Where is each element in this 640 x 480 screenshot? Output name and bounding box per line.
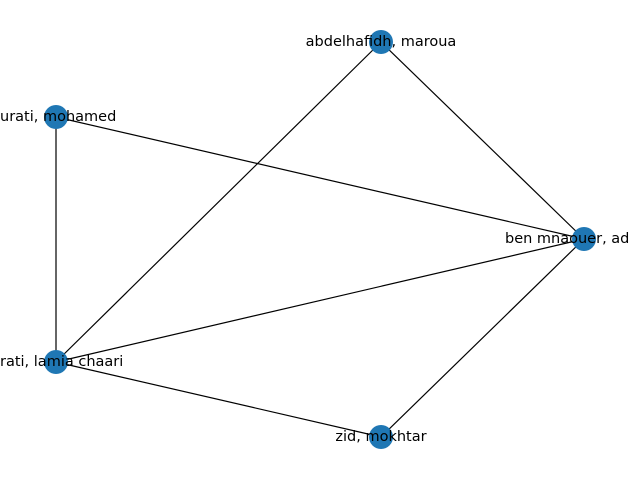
edge-lamia-zid <box>55 361 382 438</box>
graph-edges <box>55 41 585 438</box>
node-label-benmnaouer: ben mnaouer, ad <box>505 231 629 247</box>
edge-lamia-benmnaouer <box>55 238 585 363</box>
edge-mohamed-benmnaouer <box>55 116 585 240</box>
edge-abdelhafidh-lamia <box>55 41 382 363</box>
edge-zid-benmnaouer <box>380 238 585 438</box>
graph-labels: abdelhafidh, maroua urati, mohamed ben mna… <box>0 34 629 445</box>
node-label-zid: zid, mokhtar <box>335 429 426 445</box>
node-abdelhafidh <box>369 30 393 54</box>
node-label-mohamed: urati, mohamed <box>0 109 116 125</box>
node-lamia <box>44 350 68 374</box>
graph-nodes <box>44 30 596 449</box>
node-label-abdelhafidh: abdelhafidh, maroua <box>306 34 457 50</box>
edge-abdelhafidh-benmnaouer <box>380 41 585 240</box>
node-label-lamia: rati, lamia chaari <box>0 354 123 370</box>
node-mohamed <box>44 105 68 129</box>
node-benmnaouer <box>572 227 596 251</box>
node-zid <box>369 425 393 449</box>
